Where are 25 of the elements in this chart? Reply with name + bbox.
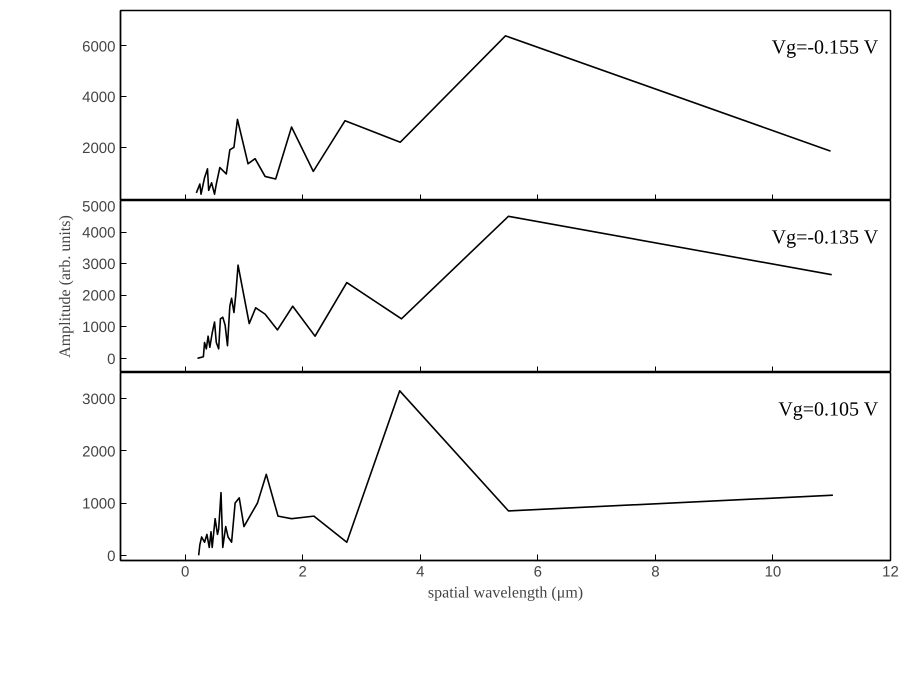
y-tick-label: 4000 [82, 224, 116, 242]
y-tick-label: 3000 [82, 256, 116, 274]
y-tick-label: 2000 [82, 288, 116, 305]
x-tick-label: 10 [764, 564, 782, 580]
y-axis-title: Amplitude (arb. units) [57, 215, 74, 358]
x-axis-title: spatial wavelength (μm) [428, 584, 584, 602]
y-tick-label: 6000 [82, 38, 116, 56]
y-tick-label: 2000 [82, 140, 116, 157]
y-tick-label: 5000 [82, 198, 116, 216]
y-tick-label: 1000 [82, 496, 116, 513]
x-tick-label: 2 [298, 564, 307, 580]
text: Vg=-0.155 V [772, 36, 879, 58]
y-tick-label: 0 [107, 350, 116, 368]
y-tick-label: 2000 [82, 443, 116, 460]
y-tick-label: 4000 [82, 89, 116, 106]
x-tick-label: 12 [882, 564, 899, 580]
x-tick-label: 0 [180, 564, 190, 580]
text: Vg=0.105 V [778, 398, 879, 420]
y-tick-label: 0 [107, 548, 116, 565]
y-tick-label: 3000 [82, 391, 116, 408]
series-label: Vg=-0.135 V [772, 226, 879, 248]
x-tick-label: 4 [416, 564, 424, 580]
x-tick-label: 6 [534, 564, 542, 580]
x-tick-label: 8 [651, 564, 660, 580]
y-tick-label: 1000 [82, 319, 116, 336]
